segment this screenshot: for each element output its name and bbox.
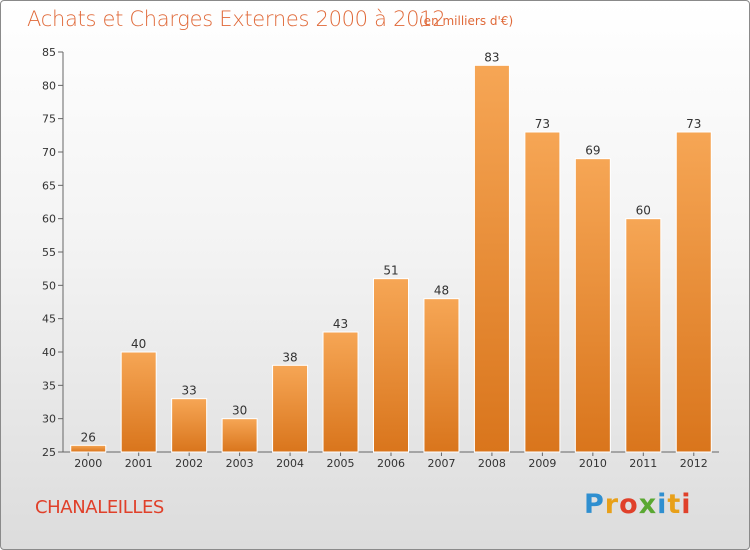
data-label-2000: 26 xyxy=(81,430,96,444)
data-label-2003: 30 xyxy=(232,404,247,418)
bar-2010 xyxy=(574,158,611,453)
y-tick-label: 50 xyxy=(42,279,56,292)
y-tick-label: 30 xyxy=(42,413,56,426)
chart-subtitle: (en milliers d'€) xyxy=(419,14,514,28)
x-tick-label-2002: 2002 xyxy=(175,457,203,470)
x-tick-label-2003: 2003 xyxy=(226,457,254,470)
y-tick-label: 35 xyxy=(42,379,56,392)
bar-2009 xyxy=(524,131,561,453)
bar-2005 xyxy=(322,331,359,453)
x-tick-label-2008: 2008 xyxy=(478,457,506,470)
bar-2003 xyxy=(221,418,258,453)
y-tick-label: 75 xyxy=(42,113,56,126)
logo-letter: x xyxy=(638,489,658,520)
logo-letter: r xyxy=(604,489,620,520)
bar-2001 xyxy=(120,351,157,453)
logo-letter: o xyxy=(619,489,639,520)
x-tick-label-2006: 2006 xyxy=(377,457,405,470)
y-tick-label: 80 xyxy=(42,79,56,92)
data-label-2006: 51 xyxy=(383,264,398,278)
commune-name: CHANALEILLES xyxy=(35,497,164,518)
y-tick-label: 45 xyxy=(42,313,56,326)
x-tick-label-2004: 2004 xyxy=(276,457,304,470)
data-label-2012: 73 xyxy=(686,117,701,131)
y-tick-label: 55 xyxy=(42,246,56,259)
x-tick-label-2000: 2000 xyxy=(74,457,102,470)
y-tick-label: 85 xyxy=(42,46,56,59)
bar-2006 xyxy=(373,278,409,453)
logo-letter: P xyxy=(584,489,605,520)
data-label-2004: 38 xyxy=(282,350,297,364)
bar-2008 xyxy=(473,64,510,453)
data-label-2010: 69 xyxy=(585,144,600,158)
y-tick-label: 60 xyxy=(42,213,56,226)
x-tick-label-2011: 2011 xyxy=(629,457,657,470)
y-tick-label: 65 xyxy=(42,179,56,192)
data-label-2008: 83 xyxy=(484,50,499,64)
bar-2002 xyxy=(171,398,208,453)
chart-axes: 25 30 35 40 45 50 55 60 65 70 75 80 85 2000 2001 2002 20… xyxy=(42,46,719,470)
x-tick-label-2007: 2007 xyxy=(427,457,455,470)
data-label-2002: 33 xyxy=(182,384,197,398)
data-label-2011: 60 xyxy=(636,204,651,218)
proxiti-logo[interactable]: Proxiti xyxy=(584,489,692,520)
bar-2011 xyxy=(625,218,662,453)
y-tick-label: 70 xyxy=(42,146,56,159)
x-tick-label-2010: 2010 xyxy=(579,457,607,470)
logo-letter: i xyxy=(657,489,668,520)
data-label-2007: 48 xyxy=(434,284,449,298)
x-tick-label-2001: 2001 xyxy=(125,457,153,470)
bar-2000 xyxy=(70,444,107,453)
chart-title: Achats et Charges Externes 2000 à 2012 xyxy=(27,7,446,31)
x-tick-label-2005: 2005 xyxy=(327,457,355,470)
y-tick-label: 25 xyxy=(42,446,56,459)
y-tick-label: 40 xyxy=(42,346,56,359)
logo-letter: i xyxy=(681,489,692,520)
data-label-2005: 43 xyxy=(333,317,348,331)
bar-2004 xyxy=(272,364,309,453)
chart-bars: 26 40 33 30 38 43 51 48 83 73 69 60 73 xyxy=(70,50,712,453)
x-tick-label-2012: 2012 xyxy=(680,457,708,470)
data-label-2009: 73 xyxy=(535,117,550,131)
logo-letter: t xyxy=(667,489,682,520)
data-label-2001: 40 xyxy=(131,337,146,351)
x-tick-label-2009: 2009 xyxy=(528,457,556,470)
bar-2007 xyxy=(423,298,460,453)
bar-2012 xyxy=(675,131,712,453)
